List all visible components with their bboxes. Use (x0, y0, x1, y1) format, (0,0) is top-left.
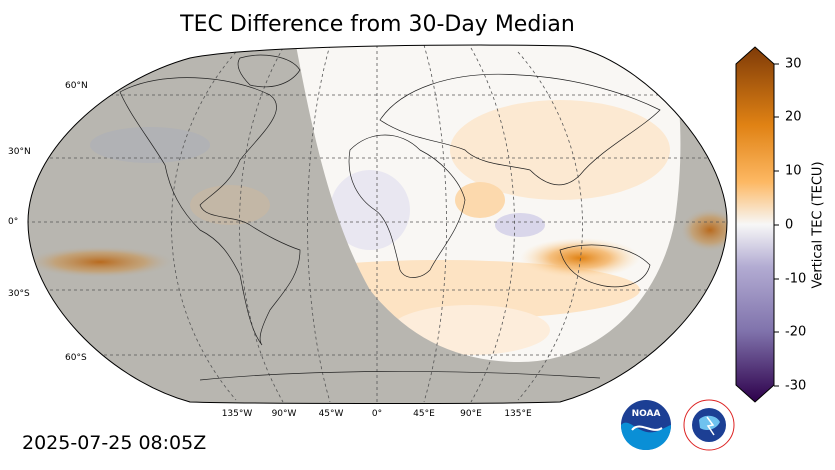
lon-label-90e: 90°E (460, 409, 482, 419)
colorbar-tick: -30 (785, 378, 807, 394)
lon-label-135e: 135°E (504, 409, 532, 419)
lon-label-45e: 45°E (413, 409, 435, 419)
lon-label-90w: 90°W (271, 409, 297, 419)
lon-label-0: 0° (371, 409, 383, 419)
lon-label-45w: 45°W (318, 409, 344, 419)
lat-label-eq: 0° (8, 217, 19, 227)
noaa-logo-icon: NOAA (621, 400, 671, 450)
lon-label-135w: 135°W (221, 409, 253, 419)
colorbar-tick: 10 (785, 163, 802, 179)
colorbar-tick: 30 (785, 56, 802, 72)
colorbar-tick: 0 (785, 217, 794, 233)
lat-label-30s: 30°S (8, 289, 30, 299)
lat-label-60s: 60°S (65, 353, 87, 363)
lat-label-30n: 30°N (8, 147, 31, 157)
timestamp: 2025-07-25 08:05Z (22, 432, 207, 454)
svg-text:NOAA: NOAA (632, 409, 661, 419)
colorbar-tick: -20 (785, 324, 807, 340)
colorbar (735, 46, 779, 403)
colorbar-label: Vertical TEC (TECU) (810, 161, 826, 289)
colorbar-tick: 20 (785, 109, 802, 125)
colorbar-body (735, 46, 775, 403)
colorbar-tick: -10 (785, 271, 807, 287)
chart-title: TEC Difference from 30-Day Median (180, 12, 575, 37)
globe-outline (27, 44, 728, 404)
nws-logo-icon (683, 399, 735, 451)
night-region (28, 45, 727, 404)
lat-label-60n: 60°N (65, 81, 88, 91)
